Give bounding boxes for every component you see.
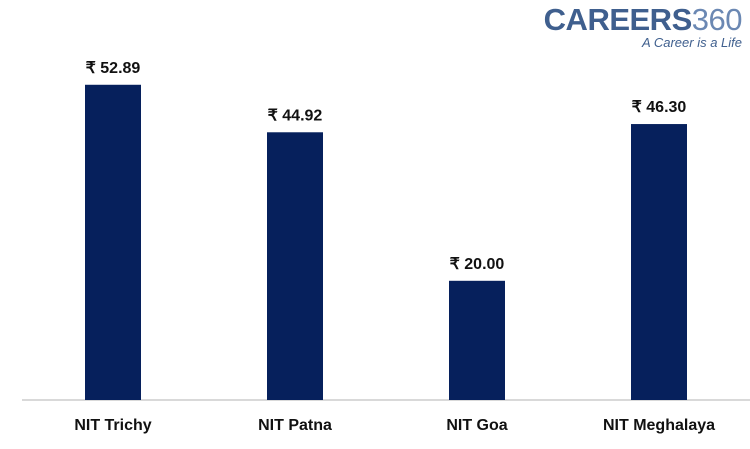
bar [267, 132, 323, 400]
x-tick-label: NIT Goa [446, 417, 507, 434]
careers360-logo: CAREERS360 A Career is a Life [543, 2, 743, 50]
logo-brand: CAREERS [543, 2, 693, 37]
x-tick-label: NIT Patna [258, 417, 332, 434]
data-label: ₹ 52.89 [86, 60, 141, 77]
data-label: ₹ 46.30 [632, 99, 687, 116]
x-tick-label: NIT Meghalaya [603, 417, 715, 434]
logo-brand-number: 360 [691, 2, 743, 37]
logo-tagline: A Career is a Life [642, 35, 742, 50]
bar [85, 84, 141, 400]
x-tick-label: NIT Trichy [74, 417, 151, 434]
bar [449, 280, 505, 400]
bar [631, 124, 687, 400]
logo-wordmark: CAREERS360 [543, 2, 743, 37]
data-label: ₹ 44.92 [268, 107, 323, 124]
data-label: ₹ 20.00 [450, 256, 505, 273]
